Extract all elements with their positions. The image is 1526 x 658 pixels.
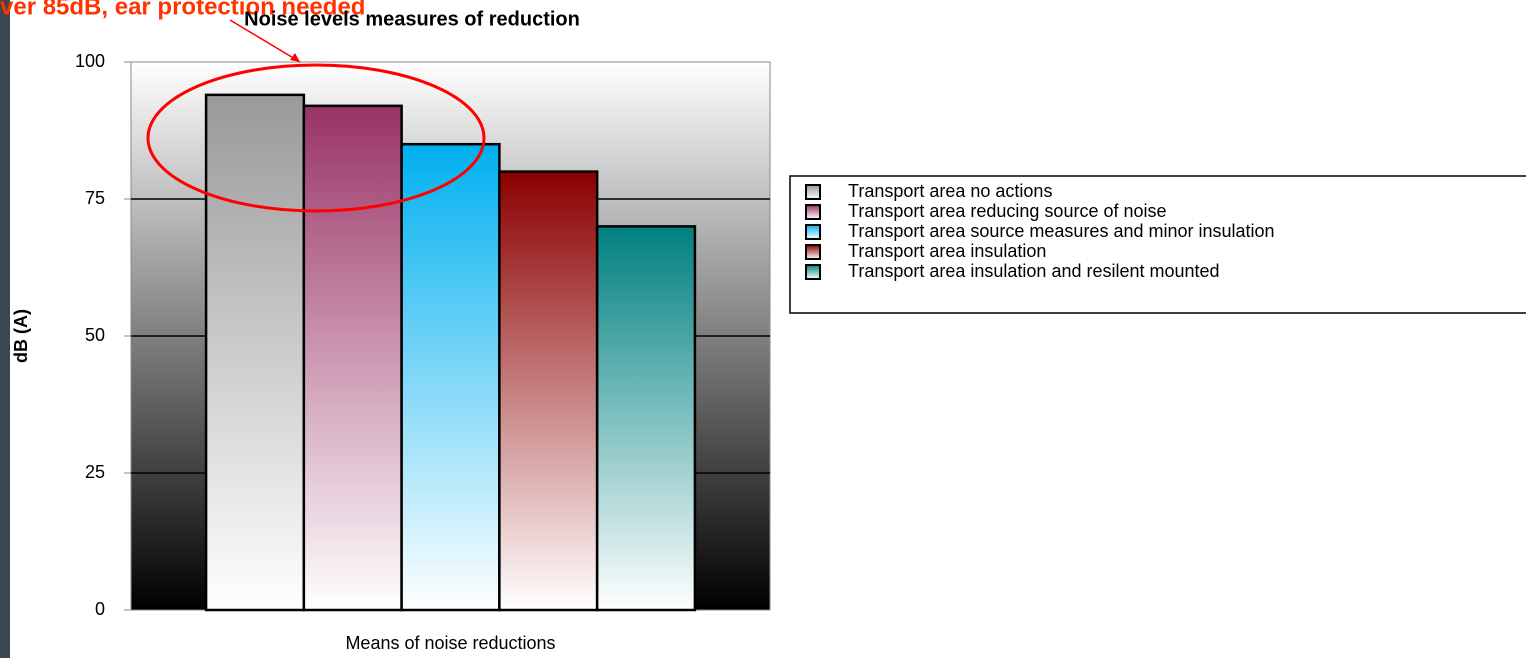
legend-label: Transport area no actions (848, 181, 1052, 201)
y-tick-label: 100 (75, 51, 105, 71)
legend-label: Transport area source measures and minor… (848, 221, 1275, 241)
legend-label: Transport area reducing source of noise (848, 201, 1167, 221)
bar (597, 226, 695, 610)
side-strip (0, 0, 10, 658)
y-tick-label: 25 (85, 462, 105, 482)
legend-label: Transport area insulation (848, 241, 1046, 261)
chart: ver 85dB, ear protection needed Noise le… (0, 0, 1526, 658)
legend-swatch (806, 185, 820, 199)
legend-swatch (806, 245, 820, 259)
bar (499, 172, 597, 610)
bar (304, 106, 402, 610)
legend-swatch (806, 265, 820, 279)
chart-title: Noise levels measures of reduction (244, 8, 580, 30)
legend-swatch (806, 205, 820, 219)
y-tick-label: 0 (95, 599, 105, 619)
bar (402, 144, 500, 610)
x-axis-label: Means of noise reductions (345, 633, 555, 653)
bar (206, 95, 304, 610)
legend-label: Transport area insulation and resilent m… (848, 261, 1220, 281)
y-axis-label: dB (A) (11, 309, 31, 363)
y-tick-label: 75 (85, 188, 105, 208)
y-tick-label: 50 (85, 325, 105, 345)
legend-swatch (806, 225, 820, 239)
